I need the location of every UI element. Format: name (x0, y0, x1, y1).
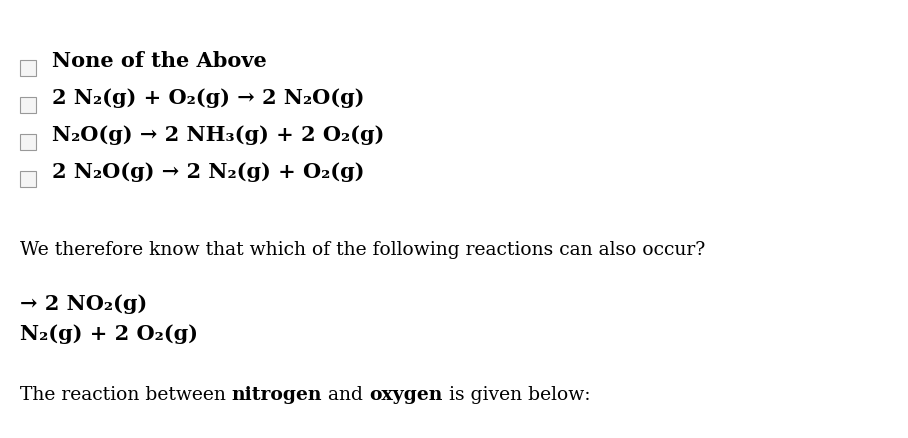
Text: N₂(g) + 2 O₂(g): N₂(g) + 2 O₂(g) (20, 324, 198, 344)
Text: We therefore know that which of the following reactions can also occur?: We therefore know that which of the foll… (20, 241, 706, 259)
FancyBboxPatch shape (20, 97, 36, 113)
Text: The reaction between: The reaction between (20, 386, 232, 404)
FancyBboxPatch shape (20, 134, 36, 150)
Text: and: and (322, 386, 370, 404)
Text: → 2 NO₂(g): → 2 NO₂(g) (20, 294, 147, 314)
Text: N₂O(g) → 2 NH₃(g) + 2 O₂(g): N₂O(g) → 2 NH₃(g) + 2 O₂(g) (52, 125, 384, 145)
Text: oxygen: oxygen (370, 386, 442, 404)
FancyBboxPatch shape (20, 170, 36, 187)
Text: nitrogen: nitrogen (232, 386, 322, 404)
FancyBboxPatch shape (20, 60, 36, 76)
Text: 2 N₂O(g) → 2 N₂(g) + O₂(g): 2 N₂O(g) → 2 N₂(g) + O₂(g) (52, 162, 364, 182)
Text: is given below:: is given below: (442, 386, 590, 404)
Text: None of the Above: None of the Above (52, 51, 267, 71)
Text: 2 N₂(g) + O₂(g) → 2 N₂O(g): 2 N₂(g) + O₂(g) → 2 N₂O(g) (52, 88, 364, 108)
